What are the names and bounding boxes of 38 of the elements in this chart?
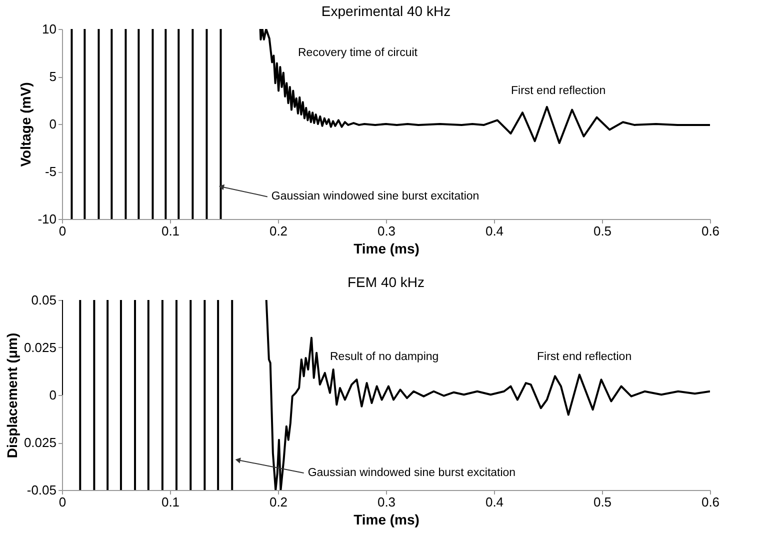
y-tick-label: 0.025 xyxy=(24,340,56,355)
annotation: Gaussian windowed sine burst excitation xyxy=(308,466,516,479)
line-series xyxy=(265,300,710,490)
y-tick-label: 5 xyxy=(49,69,56,84)
chart-title: Experimental 40 kHz xyxy=(321,3,451,19)
x-tick-label: 0.6 xyxy=(701,224,720,238)
x-tick-label: 0.2 xyxy=(269,224,288,238)
y-tick-label: -5 xyxy=(44,164,56,179)
y-tick-label: -0.05 xyxy=(26,482,56,498)
annotation: Gaussian windowed sine burst excitation xyxy=(271,190,480,203)
x-tick-label: 0 xyxy=(58,494,66,510)
x-tick-label: 0 xyxy=(58,224,66,238)
annotation: First end reflection xyxy=(537,351,632,363)
x-axis-title: Time (ms) xyxy=(354,240,420,256)
annotation: First end reflection xyxy=(511,85,606,97)
x-tick-label: 0.4 xyxy=(485,224,504,238)
x-tick-label: 0.5 xyxy=(593,224,612,238)
x-tick-label: 0.5 xyxy=(593,494,612,510)
x-tick-label: 0.1 xyxy=(161,494,180,510)
y-axis-title: Displacement (μm) xyxy=(4,332,20,458)
x-axis-title: Time (ms) xyxy=(354,512,420,528)
y-tick-label: 0 xyxy=(49,388,56,402)
y-tick-label: 10 xyxy=(42,22,56,36)
x-tick-label: 0.4 xyxy=(485,494,504,510)
x-tick-label: 0.6 xyxy=(701,494,720,510)
y-tick-label: 0 xyxy=(49,116,56,132)
y-tick-label: 0.05 xyxy=(31,292,56,308)
x-tick-label: 0.1 xyxy=(161,224,180,238)
annotation: Result of no damping xyxy=(330,351,439,363)
y-tick-label: -10 xyxy=(38,212,56,226)
x-tick-label: 0.3 xyxy=(377,224,396,238)
annotation: Recovery time of circuit xyxy=(298,47,418,59)
x-tick-label: 0.3 xyxy=(377,494,396,510)
line-series xyxy=(259,29,710,144)
y-axis-title: Voltage (mV) xyxy=(18,82,34,167)
y-tick-label: 0.025 xyxy=(24,435,56,450)
chart-title: FEM 40 kHz xyxy=(347,274,425,290)
x-tick-label: 0.2 xyxy=(269,494,288,510)
